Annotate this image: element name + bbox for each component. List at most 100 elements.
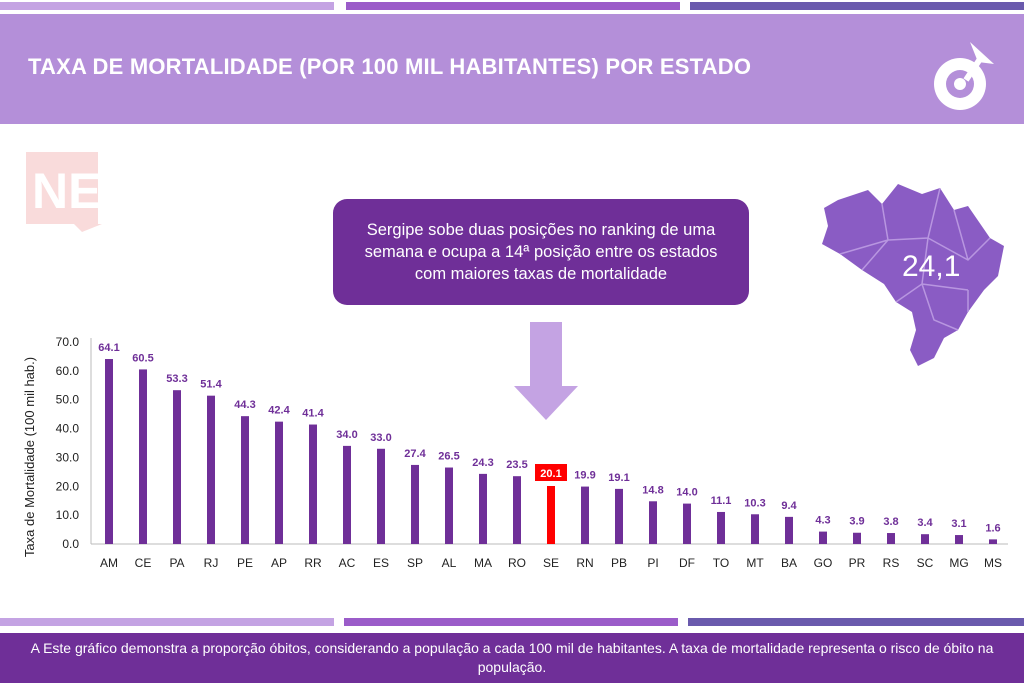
data-label-go: 4.3 <box>815 515 830 527</box>
bar-ac <box>343 445 351 544</box>
x-tick-label-ap: AP <box>271 556 287 570</box>
bar-pe <box>241 416 249 544</box>
x-tick-label-ro: RO <box>508 556 526 570</box>
data-label-am: 64.1 <box>98 342 119 354</box>
bar-mg <box>955 535 963 544</box>
data-label-ac: 34.0 <box>336 429 357 441</box>
bar-ma <box>479 473 487 544</box>
footer-text: A Este gráfico demonstra a proporção óbi… <box>30 640 994 675</box>
data-label-mg: 3.1 <box>951 518 966 530</box>
data-label-sp: 27.4 <box>404 448 426 460</box>
bar-go <box>819 531 827 544</box>
y-tick-label: 30.0 <box>56 450 80 464</box>
bar-ro <box>513 476 521 544</box>
top-stripe-1 <box>0 2 334 10</box>
x-tick-label-pi: PI <box>647 556 658 570</box>
data-label-ro: 23.5 <box>506 459 527 471</box>
data-label-pe: 44.3 <box>234 399 255 411</box>
data-label-pa: 53.3 <box>166 373 187 385</box>
x-tick-label-ma: MA <box>474 556 492 570</box>
bars-group: 64.1 AM 60.5 CE 53.3 PA 51.4 RJ 44.3 PE 42.4 AP 41.4… <box>98 342 1002 570</box>
x-tick-label-rn: RN <box>576 556 593 570</box>
callout-box: Sergipe sobe duas posições no ranking de… <box>333 199 749 305</box>
mortality-bar-chart: Taxa de Mortalidade (100 mil hab.) 0.0 10… <box>22 335 1008 570</box>
x-tick-label-pr: PR <box>849 556 866 570</box>
x-tick-label-pe: PE <box>237 556 253 570</box>
bar-es <box>377 448 385 544</box>
data-label-df: 14.0 <box>676 487 697 499</box>
x-tick-label-ba: BA <box>781 556 797 570</box>
down-arrow-icon <box>514 322 578 420</box>
bar-sc <box>921 534 929 544</box>
ne-watermark-logo-icon: NE <box>26 152 102 232</box>
bottom-stripe-2 <box>344 618 678 626</box>
data-label-to: 11.1 <box>711 495 732 507</box>
data-label-pr: 3.9 <box>849 516 864 528</box>
data-label-ba: 9.4 <box>781 500 797 512</box>
bar-pa <box>173 390 181 544</box>
data-label-al: 26.5 <box>438 451 459 463</box>
highlight-label-box <box>535 463 567 481</box>
x-tick-label-pa: PA <box>169 556 184 570</box>
callout-text: Sergipe sobe duas posições no ranking de… <box>364 221 718 283</box>
ne-watermark-text: NE <box>32 163 101 219</box>
bar-pr <box>853 532 861 544</box>
x-tick-label-ac: AC <box>339 556 356 570</box>
x-tick-label-es: ES <box>373 556 389 570</box>
data-label-rs: 3.8 <box>883 516 898 528</box>
x-tick-label-al: AL <box>442 556 457 570</box>
x-tick-label-mg: MG <box>949 556 968 570</box>
map-value-label: 24,1 <box>902 250 961 283</box>
y-tick-label: 50.0 <box>56 393 80 407</box>
y-axis-label: Taxa de Mortalidade (100 mil hab.) <box>22 357 37 557</box>
data-label-ce: 60.5 <box>132 352 153 364</box>
page-title: TAXA DE MORTALIDADE (POR 100 MIL HABITAN… <box>28 54 752 79</box>
bar-ba <box>785 516 793 544</box>
bar-ms <box>989 539 997 544</box>
data-label-sc: 3.4 <box>917 517 933 529</box>
bar-pi <box>649 501 657 544</box>
data-label-rj: 51.4 <box>200 379 222 391</box>
x-tick-label-go: GO <box>814 556 833 570</box>
bottom-stripe-3 <box>688 618 1024 626</box>
x-tick-label-am: AM <box>100 556 118 570</box>
brazil-map-icon <box>822 184 1004 366</box>
data-label-ap: 42.4 <box>268 405 290 417</box>
header-banner: TAXA DE MORTALIDADE (POR 100 MIL HABITAN… <box>0 14 1024 124</box>
bar-se <box>547 485 555 544</box>
y-tick-label: 20.0 <box>56 479 80 493</box>
bar-rj <box>207 395 215 544</box>
data-label-se: 20.1 <box>540 468 561 480</box>
top-stripe-3 <box>690 2 1024 10</box>
x-tick-label-df: DF <box>679 556 695 570</box>
bar-ce <box>139 369 147 544</box>
x-tick-label-ms: MS <box>984 556 1002 570</box>
bar-rs <box>887 533 895 544</box>
bar-to <box>717 511 725 544</box>
y-tick-label: 60.0 <box>56 364 80 378</box>
x-tick-label-to: TO <box>713 556 729 570</box>
bottom-stripe-1 <box>0 618 334 626</box>
bar-am <box>105 359 113 544</box>
bar-rn <box>581 486 589 544</box>
x-tick-label-se: SE <box>543 556 559 570</box>
brand-logo-icon <box>934 42 994 110</box>
bar-ap <box>275 421 283 544</box>
data-label-rr: 41.4 <box>302 408 324 420</box>
y-axis: 0.0 10.0 20.0 30.0 40.0 50.0 60.0 70.0 <box>56 335 1008 551</box>
data-label-es: 33.0 <box>370 432 391 444</box>
x-tick-label-sc: SC <box>917 556 934 570</box>
y-tick-label: 10.0 <box>56 508 80 522</box>
y-tick-label: 0.0 <box>62 537 79 551</box>
x-tick-label-mt: MT <box>746 556 764 570</box>
y-tick-label: 40.0 <box>56 422 80 436</box>
footer-note: A Este gráfico demonstra a proporção óbi… <box>0 633 1024 683</box>
x-tick-label-ce: CE <box>135 556 152 570</box>
data-label-pb: 19.1 <box>608 472 629 484</box>
data-label-ms: 1.6 <box>985 522 1000 534</box>
bar-sp <box>411 464 419 544</box>
y-tick-label: 70.0 <box>56 335 80 349</box>
data-label-mt: 10.3 <box>744 497 765 509</box>
data-label-rn: 19.9 <box>574 470 595 482</box>
data-label-pi: 14.8 <box>642 484 663 496</box>
